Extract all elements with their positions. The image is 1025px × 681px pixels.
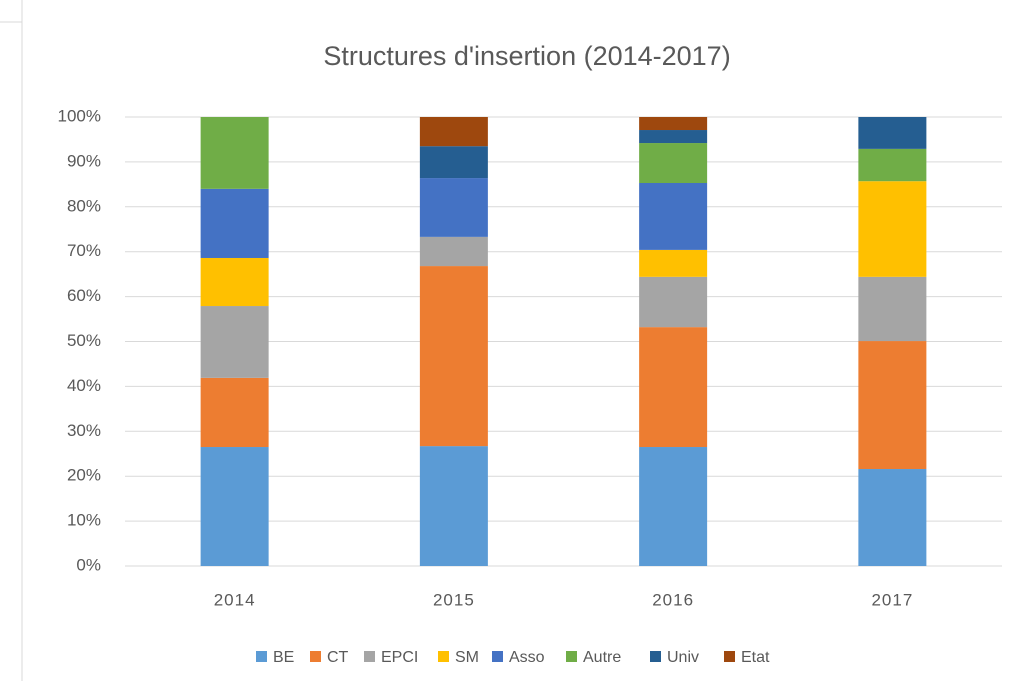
bar-segment [639,249,708,277]
legend-swatch [724,651,735,662]
chart-title: Structures d'insertion (2014-2017) [323,41,730,71]
legend-label: BE [273,649,294,666]
bar-segment [639,143,708,184]
legend-swatch [566,651,577,662]
y-tick-label: 10% [67,511,101,530]
legend-swatch [650,651,661,662]
x-tick-label: 2017 [871,590,913,609]
legend-swatch [256,651,267,662]
bar-segment [200,447,269,566]
legend-label: Asso [509,649,545,666]
legend-swatch [364,651,375,662]
y-tick-label: 0% [76,555,101,574]
bar-segment [200,377,269,448]
x-tick-label: 2015 [433,590,475,609]
y-tick-label: 50% [67,331,101,350]
legend-label: CT [327,649,349,666]
y-tick-label: 90% [67,151,101,170]
bar-segment [200,188,269,258]
legend-swatch [438,651,449,662]
y-tick-label: 30% [67,421,101,440]
x-tick-label: 2014 [214,590,256,609]
bar-segment [419,446,488,566]
bar-segment [858,469,927,566]
bar-segment [200,306,269,378]
bar-segment [858,148,927,182]
bar-segment [639,117,708,131]
legend-label: EPCI [381,649,418,666]
bar-segment [639,183,708,250]
bar-segment [858,341,927,470]
bar-segment [419,266,488,447]
y-tick-label: 70% [67,241,101,260]
bar-segment [639,447,708,566]
bar-segment [858,276,927,342]
legend-label: Autre [583,649,621,666]
y-tick-label: 100% [58,106,101,125]
bar-segment [639,327,708,448]
bar-segment [200,257,269,307]
y-tick-label: 20% [67,466,101,485]
y-tick-label: 60% [67,286,101,305]
bar-segment [419,146,488,179]
bar-segment [639,130,708,144]
y-tick-label: 80% [67,196,101,215]
bar-segment [858,117,927,149]
x-tick-label: 2016 [652,590,694,609]
bar-segment [200,117,269,189]
bar-segment [639,276,708,328]
legend-label: Univ [667,649,699,666]
bar-segment [419,178,488,237]
bar-segment [858,181,927,277]
bar-segment [419,117,488,147]
legend-swatch [492,651,503,662]
bar-segment [419,236,488,267]
legend-label: SM [455,649,479,666]
legend-label: Etat [741,649,770,666]
legend-swatch [310,651,321,662]
y-tick-label: 40% [67,376,101,395]
